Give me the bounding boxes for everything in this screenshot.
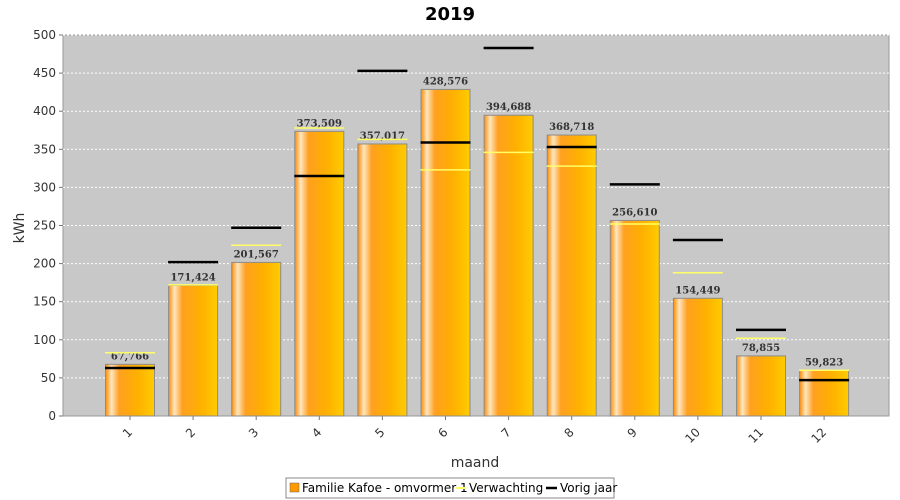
data-label: 154,449: [675, 285, 720, 296]
x-tick-label: 7: [498, 425, 513, 440]
y-tick-label: 500: [33, 28, 56, 42]
bar: [483, 114, 534, 417]
chart-title: 2019: [425, 4, 475, 25]
bar: [231, 261, 282, 417]
bar: [609, 219, 660, 417]
y-tick-label: 200: [33, 257, 56, 271]
data-label: 59,823: [805, 357, 843, 368]
bar: [105, 363, 155, 417]
bar: [672, 297, 723, 417]
data-label: 368,718: [549, 122, 594, 133]
x-tick-label: 12: [809, 425, 830, 446]
legend-label-expected: Verwachting: [469, 481, 543, 495]
y-tick-label: 350: [33, 142, 56, 156]
y-tick-label: 450: [33, 66, 56, 80]
y-tick-label: 150: [33, 295, 56, 309]
bar: [546, 134, 597, 417]
y-tick-label: 0: [48, 409, 56, 423]
data-label: 428,576: [423, 76, 468, 87]
data-label: 357,017: [360, 131, 405, 142]
data-label: 256,610: [612, 207, 657, 218]
x-tick-label: 3: [246, 425, 261, 440]
legend-label-previous-year: Vorig jaar: [560, 481, 617, 495]
y-tick-label: 50: [41, 371, 56, 385]
y-tick-label: 100: [33, 333, 56, 347]
x-tick-label: 10: [682, 425, 703, 446]
bar: [294, 130, 345, 417]
x-tick-label: 5: [372, 425, 387, 440]
y-tick-label: 300: [33, 180, 56, 194]
y-tick-label: 250: [33, 219, 56, 233]
x-axis-label: maand: [451, 455, 500, 471]
markers: [105, 46, 850, 382]
bar: [736, 355, 786, 417]
x-tick-label: 6: [435, 425, 450, 440]
data-label: 67,766: [111, 351, 149, 362]
bar: [799, 369, 850, 417]
x-tick-label: 1: [120, 425, 135, 440]
data-label: 373,509: [297, 118, 342, 129]
x-tick-label: 11: [745, 425, 766, 446]
bars: [105, 88, 850, 417]
x-tick-label: 9: [625, 425, 640, 440]
bar: [357, 143, 408, 417]
bar: [420, 88, 471, 417]
x-tick-label: 8: [562, 425, 577, 440]
data-labels: 67,766 171,424 201,567 373,509 357,017 428,57…: [111, 76, 843, 368]
y-axis: 0 50 100 150 200 250 300 350 400 450 500: [33, 28, 63, 423]
data-label: 201,567: [234, 249, 279, 260]
legend-label-production: Familie Kafoe - omvormer 1: [302, 481, 468, 495]
x-tick-label: 4: [309, 425, 324, 440]
legend: Familie Kafoe - omvormer 1 Verwachting V…: [285, 477, 617, 499]
data-label: 394,688: [486, 102, 531, 113]
data-label: 78,855: [742, 343, 780, 354]
y-axis-label: kWh: [12, 213, 28, 244]
data-label: 171,424: [170, 272, 215, 283]
legend-swatch-production: [289, 482, 300, 493]
bar: [168, 284, 219, 417]
y-tick-label: 400: [33, 104, 56, 118]
legend-box: [285, 477, 615, 499]
x-axis: 1 2 3 4 5 6 7 8 9 10 11 12: [120, 416, 829, 446]
x-tick-label: 2: [183, 425, 198, 440]
